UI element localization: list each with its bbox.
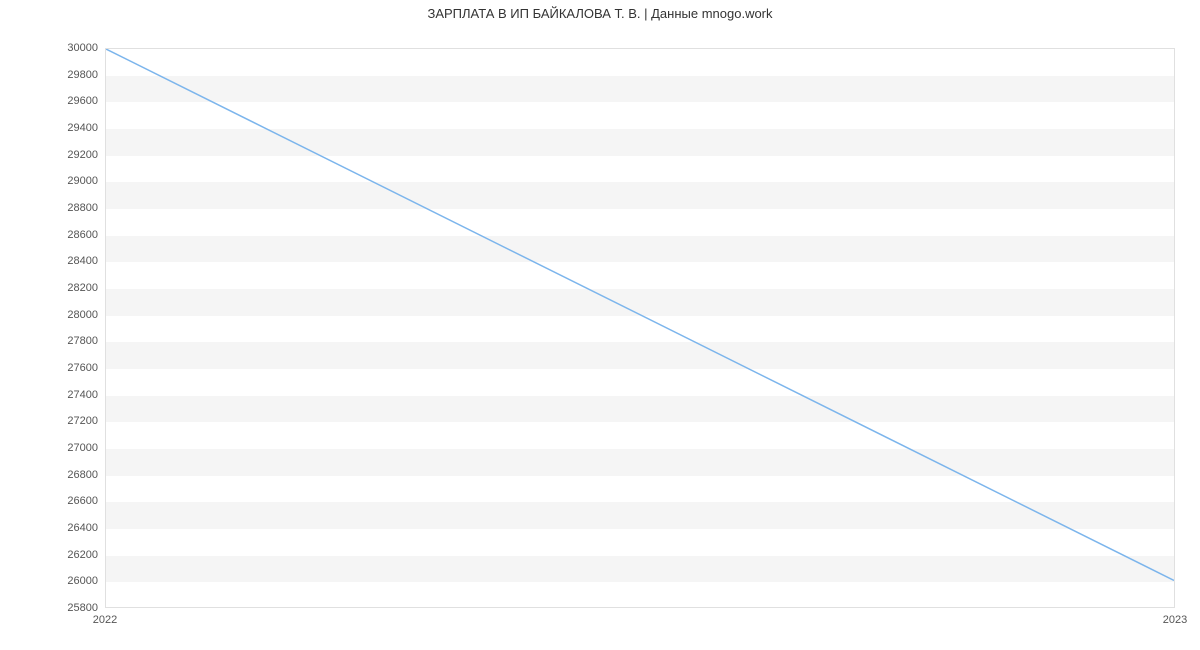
- y-tick-label: 29400: [8, 122, 98, 134]
- y-tick-label: 27600: [8, 362, 98, 374]
- y-tick-label: 26000: [8, 575, 98, 587]
- y-tick-label: 29800: [8, 69, 98, 81]
- y-tick-label: 29600: [8, 95, 98, 107]
- salary-line: [106, 49, 1174, 580]
- y-tick-label: 26800: [8, 469, 98, 481]
- plot-area: [105, 48, 1175, 608]
- y-tick-label: 26400: [8, 522, 98, 534]
- y-tick-label: 29200: [8, 149, 98, 161]
- y-tick-label: 27800: [8, 335, 98, 347]
- y-tick-label: 26200: [8, 549, 98, 561]
- y-tick-label: 29000: [8, 175, 98, 187]
- y-tick-label: 28600: [8, 229, 98, 241]
- y-tick-label: 28200: [8, 282, 98, 294]
- y-tick-label: 27000: [8, 442, 98, 454]
- y-tick-label: 25800: [8, 602, 98, 614]
- chart-title: ЗАРПЛАТА В ИП БАЙКАЛОВА Т. В. | Данные m…: [0, 6, 1200, 21]
- x-tick-label: 2022: [93, 614, 117, 626]
- line-series: [106, 49, 1174, 607]
- y-tick-label: 28800: [8, 202, 98, 214]
- y-tick-label: 28000: [8, 309, 98, 321]
- x-tick-label: 2023: [1163, 614, 1187, 626]
- y-tick-label: 27200: [8, 415, 98, 427]
- chart-container: ЗАРПЛАТА В ИП БАЙКАЛОВА Т. В. | Данные m…: [0, 0, 1200, 650]
- y-tick-label: 26600: [8, 495, 98, 507]
- y-tick-label: 27400: [8, 389, 98, 401]
- y-tick-label: 28400: [8, 255, 98, 267]
- y-tick-label: 30000: [8, 42, 98, 54]
